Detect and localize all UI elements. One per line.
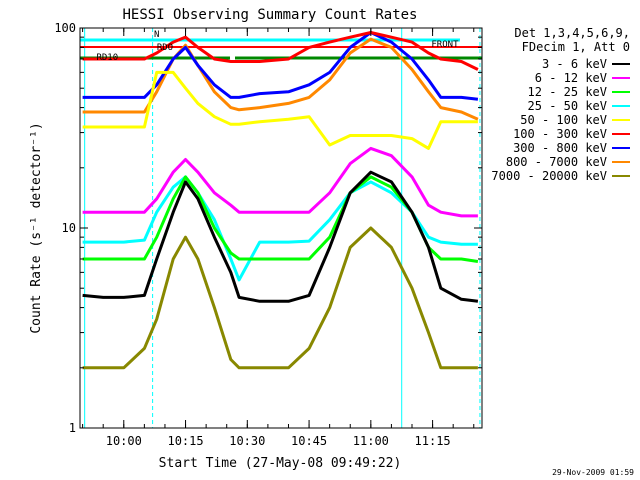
flag-label: RDO (157, 43, 173, 53)
flag-label: N (154, 30, 159, 40)
legend-label: 3 - 6 keV (542, 57, 607, 71)
x-tick-label: 10:30 (229, 434, 265, 448)
series-line-5 (82, 70, 478, 150)
series-line-6 (82, 31, 479, 71)
series-line-1 (82, 170, 479, 303)
footer-date: 29-Nov-2009 01:59 (552, 468, 634, 477)
x-tick-label: 10:15 (167, 434, 203, 448)
flag-label: FRONT (431, 40, 459, 50)
series-line-9 (82, 226, 478, 370)
x-tick-label: 11:15 (415, 434, 451, 448)
y-tick-label: 1 (69, 421, 76, 435)
legend-label: 7000 - 20000 keV (491, 169, 607, 183)
legend-label: 12 - 25 keV (528, 85, 607, 99)
legend-header-2: FDecim 1, Att 0 (522, 40, 630, 54)
legend-label: 25 - 50 keV (528, 99, 607, 113)
legend-label: 800 - 7000 keV (506, 155, 607, 169)
x-tick-label: 10:00 (106, 434, 142, 448)
series-line-2 (82, 146, 478, 218)
legend: Det 1,3,4,5,6,9, FDecim 1, Att 0 3 - 6 k… (491, 26, 630, 183)
y-tick-label: 100 (54, 21, 76, 35)
x-tick-label: 11:00 (353, 434, 389, 448)
legend-label: 50 - 100 keV (520, 113, 607, 127)
plot-area: N RDO RD10 FRONT (80, 28, 482, 428)
legend-label: 100 - 300 keV (513, 127, 607, 141)
x-axis-label: Start Time (27-May-08 09:49:22) (159, 456, 402, 471)
axis-ticks: 10:00 10:15 10:30 10:45 11:00 11:15 1 10 100 (54, 21, 482, 448)
series-line-8 (82, 37, 479, 121)
legend-header-1: Det 1,3,4,5,6,9, (514, 26, 630, 40)
flag-label: RD10 (96, 53, 118, 63)
y-axis-label: Count Rate (s⁻¹ detector⁻¹) (29, 122, 44, 333)
chart-title: HESSI Observing Summary Count Rates (122, 7, 417, 23)
legend-label: 300 - 800 keV (513, 141, 607, 155)
legend-label: 6 - 12 keV (535, 71, 607, 85)
x-tick-label: 10:45 (291, 434, 327, 448)
y-tick-label: 10 (62, 221, 76, 235)
series-line-7 (82, 31, 479, 101)
